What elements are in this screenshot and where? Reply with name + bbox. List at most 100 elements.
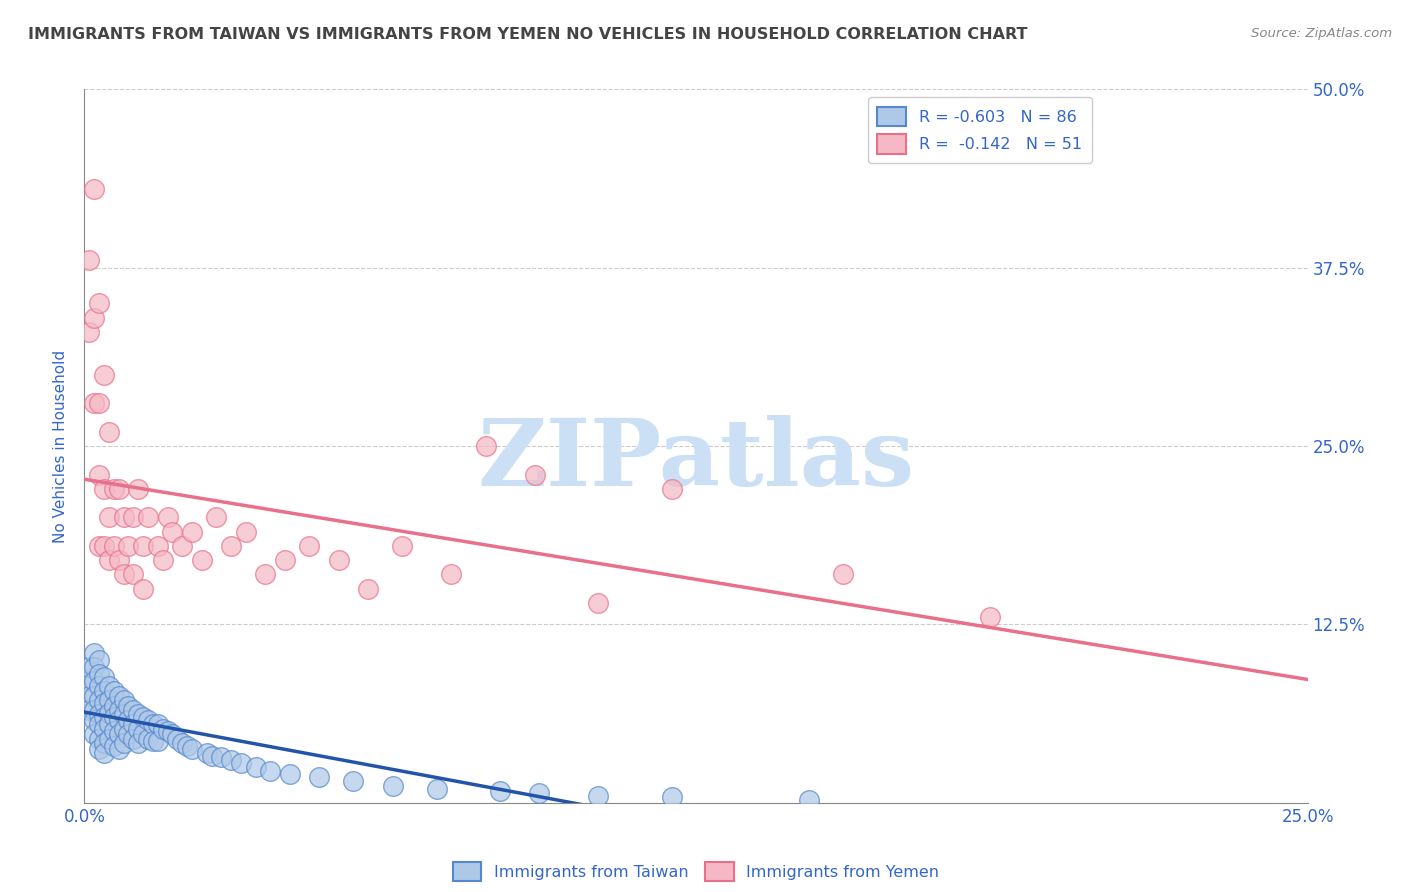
Point: [93, 684, 115, 698]
Point: [209, 750, 232, 764]
Point: [181, 524, 204, 539]
Text: ZIPatlas: ZIPatlas: [478, 416, 914, 505]
Point: [122, 717, 145, 731]
Point: [93, 482, 115, 496]
Point: [87, 396, 110, 410]
Point: [93, 736, 115, 750]
Point: [107, 713, 129, 727]
Point: [107, 553, 129, 567]
Point: [122, 731, 145, 746]
Point: [83, 310, 105, 325]
Point: [523, 467, 546, 482]
Text: Source: ZipAtlas.com: Source: ZipAtlas.com: [1251, 27, 1392, 40]
Point: [117, 713, 139, 727]
Point: [200, 748, 222, 763]
Point: [176, 739, 198, 753]
Point: [103, 539, 125, 553]
Point: [132, 582, 155, 596]
Point: [156, 510, 179, 524]
Point: [77, 674, 100, 689]
Point: [274, 553, 297, 567]
Point: [112, 707, 135, 722]
Point: [112, 693, 135, 707]
Point: [979, 610, 1001, 624]
Point: [93, 722, 115, 736]
Point: [166, 731, 188, 746]
Point: [112, 567, 135, 582]
Point: [342, 774, 364, 789]
Point: [328, 553, 350, 567]
Point: [117, 698, 139, 713]
Point: [146, 539, 169, 553]
Point: [127, 736, 149, 750]
Point: [83, 396, 105, 410]
Point: [112, 510, 135, 524]
Point: [83, 182, 105, 196]
Point: [308, 770, 330, 784]
Point: [127, 482, 149, 496]
Point: [181, 741, 204, 756]
Point: [191, 553, 214, 567]
Point: [162, 727, 184, 741]
Point: [136, 713, 159, 727]
Point: [122, 510, 145, 524]
Point: [440, 567, 463, 582]
Point: [103, 724, 125, 739]
Point: [87, 693, 110, 707]
Point: [122, 567, 145, 582]
Point: [117, 539, 139, 553]
Point: [162, 524, 184, 539]
Point: [152, 553, 174, 567]
Point: [93, 539, 115, 553]
Point: [97, 731, 120, 746]
Point: [87, 679, 110, 693]
Point: [83, 703, 105, 717]
Point: [831, 567, 853, 582]
Point: [254, 567, 277, 582]
Point: [87, 653, 110, 667]
Point: [103, 710, 125, 724]
Y-axis label: No Vehicles in Household: No Vehicles in Household: [53, 350, 69, 542]
Point: [93, 710, 115, 724]
Point: [112, 722, 135, 736]
Point: [83, 674, 105, 689]
Point: [112, 736, 135, 750]
Point: [136, 731, 159, 746]
Point: [127, 707, 149, 722]
Point: [77, 253, 100, 268]
Point: [107, 703, 129, 717]
Point: [97, 425, 120, 439]
Point: [259, 764, 281, 779]
Point: [357, 582, 380, 596]
Point: [152, 722, 174, 736]
Text: IMMIGRANTS FROM TAIWAN VS IMMIGRANTS FROM YEMEN NO VEHICLES IN HOUSEHOLD CORRELA: IMMIGRANTS FROM TAIWAN VS IMMIGRANTS FRO…: [28, 27, 1028, 42]
Point: [87, 539, 110, 553]
Point: [122, 703, 145, 717]
Point: [107, 741, 129, 756]
Point: [229, 756, 252, 770]
Legend: Immigrants from Taiwan, Immigrants from Yemen: Immigrants from Taiwan, Immigrants from …: [446, 855, 946, 888]
Point: [142, 717, 165, 731]
Point: [127, 722, 149, 736]
Point: [97, 706, 120, 720]
Point: [172, 539, 194, 553]
Point: [117, 727, 139, 741]
Point: [172, 736, 194, 750]
Point: [83, 660, 105, 674]
Point: [489, 784, 512, 798]
Point: [83, 689, 105, 703]
Point: [474, 439, 496, 453]
Point: [136, 510, 159, 524]
Point: [529, 786, 551, 800]
Point: [195, 746, 218, 760]
Point: [87, 296, 110, 310]
Point: [83, 646, 105, 660]
Point: [142, 734, 165, 748]
Point: [103, 739, 125, 753]
Point: [77, 689, 100, 703]
Point: [381, 779, 404, 793]
Point: [245, 760, 267, 774]
Point: [235, 524, 257, 539]
Point: [77, 325, 100, 339]
Point: [107, 689, 129, 703]
